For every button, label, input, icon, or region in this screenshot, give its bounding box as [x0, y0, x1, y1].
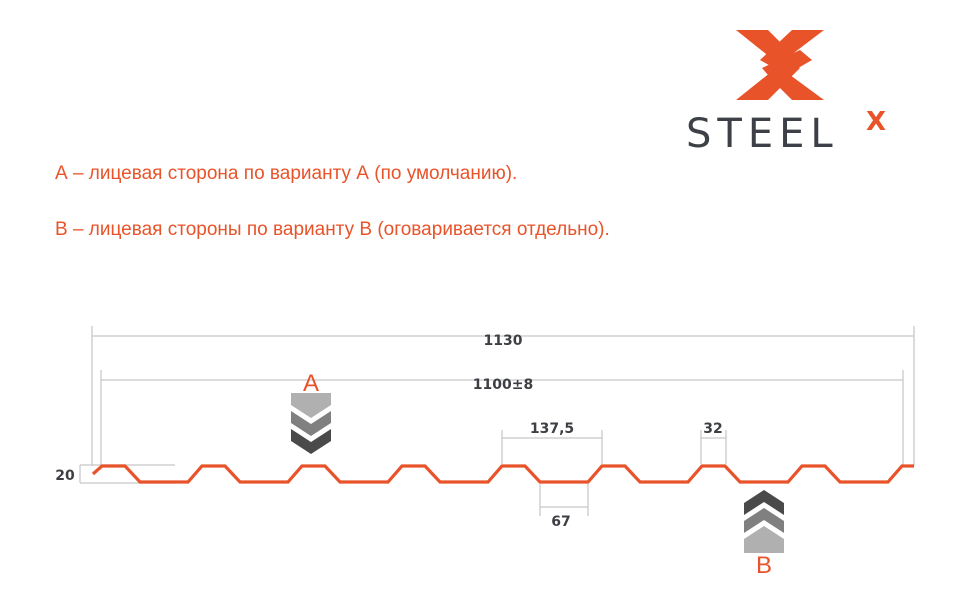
dim-overall-width: 1130 [484, 333, 523, 349]
note-variant-a: А – лицевая сторона по варианту А (по ум… [55, 163, 518, 184]
trapezoidal-profile [91, 464, 914, 484]
dim-trough-width: 67 [551, 514, 570, 530]
side-a-label: A [303, 370, 319, 397]
logo-superscript: X [866, 107, 886, 137]
logo-x-mark [736, 30, 824, 100]
logo-text: STEEL [686, 111, 839, 157]
note-variant-b: В – лицевая стороны по варианту В (огова… [55, 219, 610, 240]
chevrons-side-b [744, 490, 784, 553]
dim-pitch: 137,5 [530, 421, 574, 437]
dim-crest-width: 32 [703, 421, 722, 437]
dim-useful-width: 1100±8 [473, 377, 533, 393]
steelx-logo: STEEL X [686, 30, 886, 157]
chevrons-side-a [291, 393, 331, 454]
side-b-label: B [756, 552, 772, 579]
dim-height: 20 [55, 468, 75, 484]
dimension-lines [79, 326, 915, 516]
